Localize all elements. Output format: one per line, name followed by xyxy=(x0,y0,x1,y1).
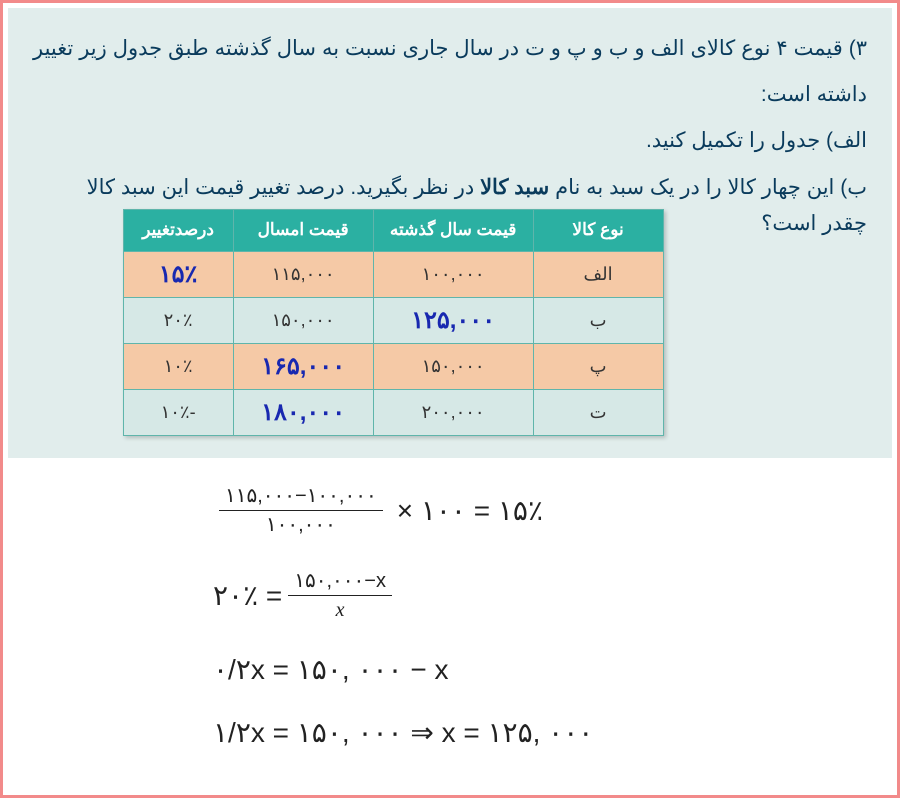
question-b-bold: سبد کالا xyxy=(480,176,549,199)
equation-rhs: × ۱۰۰ = ۱۵٪ xyxy=(397,494,543,527)
cell-this-year: ۱۶۵,۰۰۰ xyxy=(233,343,373,389)
cell-pct: ۱۵٪ xyxy=(123,251,233,297)
frac-num-text: ۱۵۰,۰۰۰−x xyxy=(294,570,386,592)
equation-4: ۱/۲x = ۱۵۰, ۰۰۰ ⇒ x = ۱۲۵, ۰۰۰ xyxy=(213,716,867,749)
cell-type: پ xyxy=(533,343,663,389)
fraction-line xyxy=(219,510,383,511)
fraction-denominator: ۱۰۰,۰۰۰ xyxy=(260,512,342,538)
fraction-line xyxy=(288,595,392,596)
table-wrapper: نوع کالا قیمت سال گذشته قیمت امسال درصدت… xyxy=(33,209,753,448)
last-line-and-table: چقدر است؟ نوع کالا قیمت سال گذشته قیمت ا… xyxy=(33,211,867,448)
equation-2: ۲۰٪ = ۱۵۰,۰۰۰−x x xyxy=(213,568,867,623)
fraction: ۱۵۰,۰۰۰−x x xyxy=(288,568,392,623)
cell-last-year: ۱۲۵,۰۰۰ xyxy=(373,297,533,343)
cell-this-year: ۱۵۰,۰۰۰ xyxy=(233,297,373,343)
equation-lhs: ۲۰٪ = xyxy=(213,579,282,612)
table-row: ب ۱۲۵,۰۰۰ ۱۵۰,۰۰۰ ۲۰٪ xyxy=(123,297,663,343)
table-row: پ ۱۵۰,۰۰۰ ۱۶۵,۰۰۰ ۱۰٪ xyxy=(123,343,663,389)
fraction-denominator: x xyxy=(330,597,351,623)
cell-type: ت xyxy=(533,389,663,435)
cell-last-year: ۱۵۰,۰۰۰ xyxy=(373,343,533,389)
question-b-post: در نظر بگیرید. درصد تغییر قیمت این سبد ک… xyxy=(87,176,480,199)
header-last-year: قیمت سال گذشته xyxy=(373,209,533,251)
table-header-row: نوع کالا قیمت سال گذشته قیمت امسال درصدت… xyxy=(123,209,663,251)
solution-section: ۱۱۵,۰۰۰−۱۰۰,۰۰۰ ۱۰۰,۰۰۰ × ۱۰۰ = ۱۵٪ ۲۰٪ … xyxy=(8,458,892,759)
answer-value: ۱۵٪ xyxy=(159,261,198,288)
cell-this-year: ۱۱۵,۰۰۰ xyxy=(233,251,373,297)
cell-pct: ۲۰٪ xyxy=(123,297,233,343)
cell-last-year: ۱۰۰,۰۰۰ xyxy=(373,251,533,297)
answer-value: ۱۸۰,۰۰۰ xyxy=(261,399,345,426)
cell-pct: ۱۰٪ xyxy=(123,343,233,389)
answer-value: ۱۲۵,۰۰۰ xyxy=(411,307,495,334)
question-line-1: ۳) قیمت ۴ نوع کالای الف و ب و پ و ت در س… xyxy=(33,26,867,118)
question-b-pre: ب) این چهار کالا را در یک سبد به نام xyxy=(549,176,867,199)
fraction-numerator: ۱۱۵,۰۰۰−۱۰۰,۰۰۰ xyxy=(219,483,383,509)
header-type: نوع کالا xyxy=(533,209,663,251)
question-section: ۳) قیمت ۴ نوع کالای الف و ب و پ و ت در س… xyxy=(8,8,892,458)
price-table: نوع کالا قیمت سال گذشته قیمت امسال درصدت… xyxy=(123,209,664,436)
table-row: ت ۲۰۰,۰۰۰ ۱۸۰,۰۰۰ -۱۰٪ xyxy=(123,389,663,435)
page-container: ۳) قیمت ۴ نوع کالای الف و ب و پ و ت در س… xyxy=(0,0,900,798)
equation-text: ۰/۲x = ۱۵۰, ۰۰۰ − x xyxy=(213,653,448,686)
equation-3: ۰/۲x = ۱۵۰, ۰۰۰ − x xyxy=(213,653,867,686)
question-b-tail: چقدر است؟ xyxy=(753,211,867,236)
answer-value: ۱۶۵,۰۰۰ xyxy=(261,353,345,380)
cell-this-year: ۱۸۰,۰۰۰ xyxy=(233,389,373,435)
equation-1: ۱۱۵,۰۰۰−۱۰۰,۰۰۰ ۱۰۰,۰۰۰ × ۱۰۰ = ۱۵٪ xyxy=(213,483,867,538)
question-line-alef: الف) جدول را تکمیل کنید. xyxy=(33,118,867,164)
equation-text: ۱/۲x = ۱۵۰, ۰۰۰ ⇒ x = ۱۲۵, ۰۰۰ xyxy=(213,716,593,749)
table-row: الف ۱۰۰,۰۰۰ ۱۱۵,۰۰۰ ۱۵٪ xyxy=(123,251,663,297)
header-this-year: قیمت امسال xyxy=(233,209,373,251)
fraction: ۱۱۵,۰۰۰−۱۰۰,۰۰۰ ۱۰۰,۰۰۰ xyxy=(219,483,383,538)
cell-pct: -۱۰٪ xyxy=(123,389,233,435)
cell-type: الف xyxy=(533,251,663,297)
cell-last-year: ۲۰۰,۰۰۰ xyxy=(373,389,533,435)
cell-type: ب xyxy=(533,297,663,343)
question-line-b: ب) این چهار کالا را در یک سبد به نام سبد… xyxy=(33,165,867,211)
header-pct-change: درصدتغییر xyxy=(123,209,233,251)
fraction-numerator: ۱۵۰,۰۰۰−x xyxy=(288,568,392,594)
